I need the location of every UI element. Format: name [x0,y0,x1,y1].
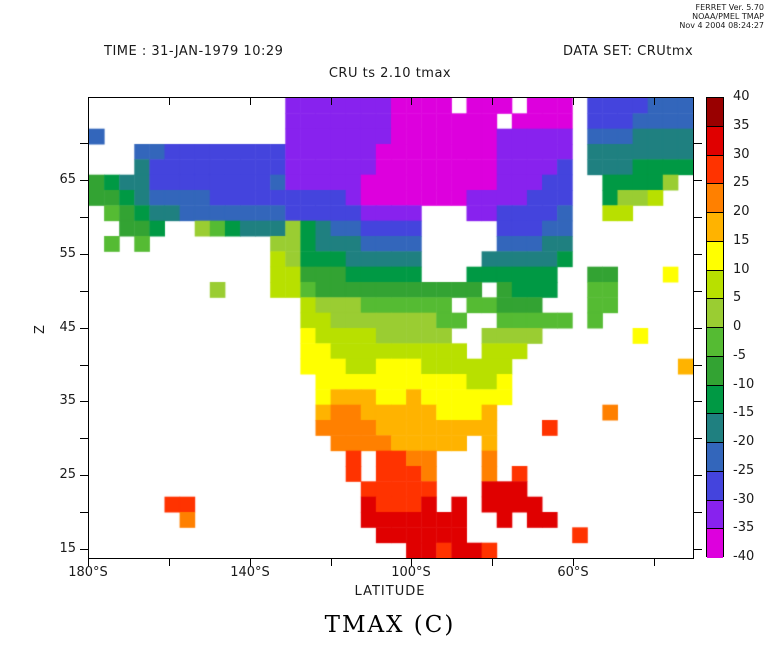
colorbar-label: 15 [733,232,750,248]
y-axis-tick [80,254,88,255]
y-axis-tick [80,401,88,402]
colorbar-block [707,241,723,271]
y-tick-label: 45 [59,320,76,335]
y-axis-tick [80,365,88,366]
y-axis-tick-right [694,217,702,218]
y-tick-label: 25 [59,467,76,482]
x-tick-label: 180°S [68,565,108,580]
y-axis-tick-right [694,254,702,255]
x-axis-tick [331,558,332,566]
y-axis-tick [80,328,88,329]
x-axis-tick [492,558,493,566]
y-axis-tick-right [694,291,702,292]
x-axis-tick [654,558,655,566]
x-axis-tick [88,558,89,566]
y-axis-tick [80,217,88,218]
x-axis-tick [169,558,170,566]
y-axis-tick-right [694,549,702,550]
colorbar-label: -35 [733,520,755,536]
y-axis-tick [80,143,88,144]
colorbar-label: -15 [733,405,755,421]
y-axis-tick-right [694,365,702,366]
colorbar-block [707,155,723,185]
colorbar-label: 25 [733,175,750,191]
y-axis-tick-right [694,401,702,402]
colorbar-label: -30 [733,491,755,507]
colorbar-label: 5 [733,290,742,306]
y-tick-label: 55 [59,246,76,261]
temperature-heatmap-raster [89,98,693,558]
stamp-line-1: FERRET Ver. 5.70 [695,3,764,12]
y-axis-tick [80,475,88,476]
colorbar-block [707,328,723,357]
variable-label: TMAX (C) [324,612,456,638]
y-axis-tick-right [694,438,702,439]
map-plot-area [88,97,694,559]
y-axis-tick-right [694,512,702,513]
x-tick-label: 60°S [557,565,589,580]
colorbar-label: 20 [733,204,750,219]
x-axis-tick-top [169,98,170,105]
y-tick-label: 65 [59,172,76,187]
colorbar-label: -25 [733,462,755,478]
colorbar-block [707,98,723,127]
x-tick-label: 100°S [391,565,431,580]
y-tick-label: 15 [59,541,76,556]
x-axis-title: LATITUDE [354,584,426,599]
colorbar-block [707,500,723,530]
colorbar-block [707,443,723,472]
colorbar-label: -10 [733,376,755,392]
y-axis-tick [80,438,88,439]
y-axis-tick [80,512,88,513]
x-axis-tick [411,558,412,566]
x-axis-tick-top [573,98,574,105]
x-axis-tick-top [654,98,655,105]
time-label: TIME : 31-JAN-1979 10:29 [104,44,284,59]
x-axis-tick-top [411,98,412,105]
x-axis-tick-top [250,98,251,105]
y-axis-tick-right [694,180,702,181]
x-axis-tick-top [331,98,332,105]
y-axis-tick [80,291,88,292]
x-axis-tick-top [492,98,493,105]
y-axis-tick-right [694,143,702,144]
colorbar-block [707,270,723,300]
colorbar-block [707,471,723,501]
colorbar-block [707,529,723,558]
ferret-version-stamp: FERRET Ver. 5.70 NOAA/PMEL TMAP Nov 4 20… [679,3,764,30]
colorbar-block [707,385,723,415]
y-axis-tick-right [694,475,702,476]
stamp-line-3: Nov 4 2004 08:24:27 [679,21,764,30]
colorbar-block [707,184,723,213]
colorbar-label: 30 [733,146,750,162]
y-axis-tick-right [694,328,702,329]
colorbar [706,97,724,558]
colorbar-block [707,356,723,386]
stamp-line-2: NOAA/PMEL TMAP [692,12,764,21]
y-tick-label: 35 [59,393,76,408]
colorbar-label: -20 [733,434,755,449]
colorbar-label: -40 [733,549,755,564]
colorbar-label: 35 [733,117,750,133]
colorbar-block [707,213,723,242]
colorbar-label: -5 [733,347,746,363]
colorbar-label: 0 [733,319,742,334]
colorbar-label: 40 [733,89,750,104]
colorbar-block [707,299,723,328]
x-tick-label: 140°S [230,565,270,580]
y-axis-tick [80,549,88,550]
y-axis-title: Z [32,325,48,334]
x-axis-tick-top [88,98,89,105]
colorbar-block [707,414,723,443]
plot-title: CRU ts 2.10 tmax [328,66,452,81]
colorbar-block [707,126,723,156]
y-axis-tick [80,180,88,181]
dataset-label: DATA SET: CRUtmx [563,44,694,59]
x-axis-tick [250,558,251,566]
x-axis-tick [573,558,574,566]
colorbar-label: 10 [733,261,750,277]
